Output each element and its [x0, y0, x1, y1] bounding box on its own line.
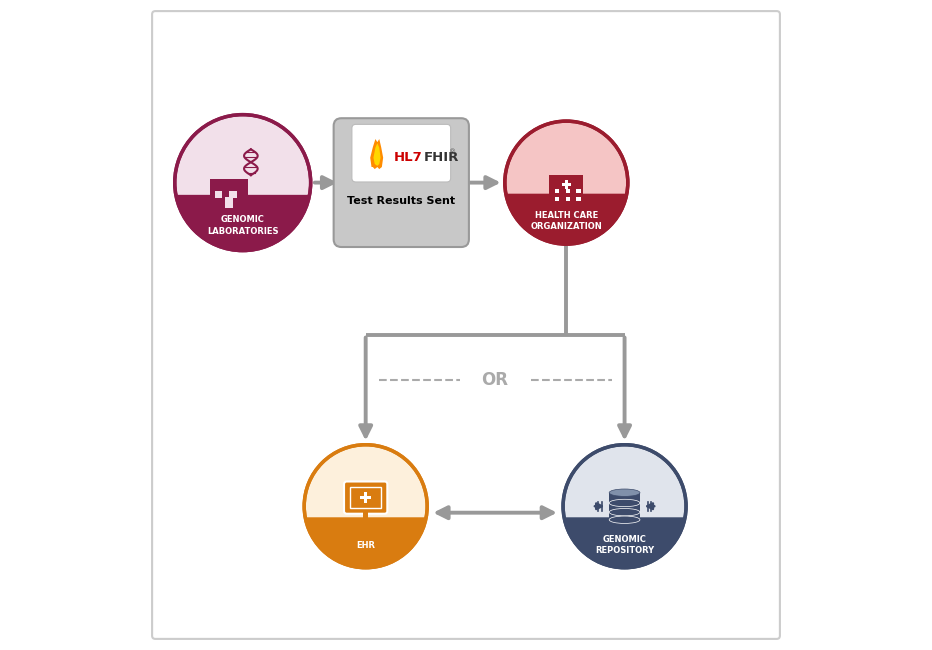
Text: FHIR: FHIR — [424, 151, 459, 164]
Text: Test Results Sent: Test Results Sent — [348, 196, 456, 206]
Polygon shape — [564, 517, 685, 567]
FancyBboxPatch shape — [577, 198, 581, 202]
Polygon shape — [176, 195, 309, 250]
Ellipse shape — [610, 499, 640, 506]
FancyBboxPatch shape — [363, 511, 368, 520]
Circle shape — [175, 114, 310, 250]
FancyBboxPatch shape — [152, 11, 780, 639]
FancyBboxPatch shape — [610, 493, 640, 520]
FancyBboxPatch shape — [229, 192, 237, 198]
FancyBboxPatch shape — [566, 198, 570, 202]
FancyBboxPatch shape — [215, 192, 223, 198]
Text: ®: ® — [449, 149, 457, 155]
Text: OR: OR — [482, 371, 509, 389]
FancyBboxPatch shape — [225, 197, 233, 208]
FancyBboxPatch shape — [352, 124, 451, 182]
Text: HL7: HL7 — [393, 151, 422, 164]
FancyBboxPatch shape — [350, 488, 381, 508]
FancyBboxPatch shape — [360, 496, 371, 499]
Circle shape — [304, 445, 427, 567]
FancyBboxPatch shape — [549, 176, 583, 206]
FancyBboxPatch shape — [555, 188, 559, 193]
Ellipse shape — [610, 508, 640, 516]
Circle shape — [505, 121, 628, 244]
FancyBboxPatch shape — [577, 188, 581, 193]
FancyBboxPatch shape — [344, 482, 388, 514]
Polygon shape — [506, 194, 627, 244]
Ellipse shape — [610, 489, 640, 497]
Text: HEALTH CARE
ORGANIZATION: HEALTH CARE ORGANIZATION — [530, 211, 602, 231]
Circle shape — [563, 445, 686, 567]
FancyBboxPatch shape — [334, 118, 469, 247]
FancyBboxPatch shape — [364, 492, 367, 503]
Polygon shape — [305, 517, 426, 567]
Polygon shape — [374, 143, 380, 166]
Ellipse shape — [610, 516, 640, 523]
Text: GENOMIC
LABORATORIES: GENOMIC LABORATORIES — [207, 215, 279, 235]
FancyBboxPatch shape — [565, 180, 568, 189]
Text: GENOMIC
REPOSITORY: GENOMIC REPOSITORY — [595, 535, 654, 555]
FancyBboxPatch shape — [566, 188, 570, 193]
Text: EHR: EHR — [356, 541, 376, 549]
FancyBboxPatch shape — [211, 179, 248, 208]
FancyBboxPatch shape — [358, 520, 374, 523]
FancyBboxPatch shape — [562, 183, 571, 186]
FancyBboxPatch shape — [555, 198, 559, 202]
Polygon shape — [370, 139, 383, 169]
